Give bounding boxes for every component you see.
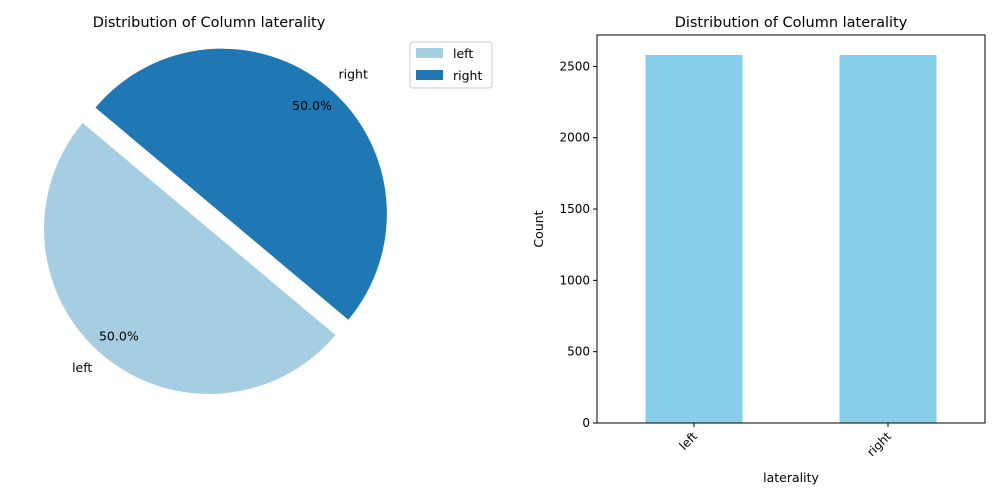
- y-tick-label-1500: 1500: [559, 202, 590, 216]
- x-axis-ticks: left right: [676, 423, 894, 459]
- plot-frame: [596, 34, 986, 424]
- pie-label-right: right: [339, 67, 368, 82]
- bar-left: [645, 54, 743, 424]
- y-axis-ticks: 0 500 1000 1500 2000 2500: [559, 59, 597, 430]
- y-tick-label-1000: 1000: [559, 273, 590, 287]
- y-tick-label-2500: 2500: [559, 59, 590, 73]
- bar-right: [839, 54, 937, 424]
- pie-pct-left: 50.0%: [99, 328, 139, 343]
- bars: [645, 54, 937, 424]
- legend-label-left: left: [453, 46, 473, 61]
- pie-chart: Distribution of Column laterality left 50…: [44, 15, 387, 394]
- pie-slice-left: [44, 122, 336, 394]
- bar-title: Distribution of Column laterality: [675, 15, 908, 31]
- y-tick-label-500: 500: [567, 345, 590, 359]
- y-tick-label-0: 0: [582, 416, 590, 430]
- pie-title: Distribution of Column laterality: [93, 15, 326, 31]
- y-axis-label: Count: [531, 210, 546, 247]
- x-axis-label: laterality: [763, 470, 819, 485]
- pie-labels: left 50.0% right 50.0%: [72, 67, 368, 375]
- pie-pct-right: 50.0%: [292, 98, 332, 113]
- pie-slice-right: [95, 48, 387, 320]
- legend-swatch-left: [416, 48, 443, 58]
- bar-chart: Distribution of Column laterality 0 500 10…: [531, 15, 986, 485]
- y-tick-label-2000: 2000: [559, 131, 590, 145]
- legend-label-right: right: [453, 68, 482, 83]
- x-tick-label-right: right: [864, 429, 894, 459]
- pie-slices: [44, 48, 387, 394]
- pie-label-left: left: [72, 360, 92, 375]
- pie-legend: left right: [409, 41, 493, 89]
- x-tick-label-left: left: [676, 429, 700, 453]
- legend-swatch-right: [416, 70, 443, 80]
